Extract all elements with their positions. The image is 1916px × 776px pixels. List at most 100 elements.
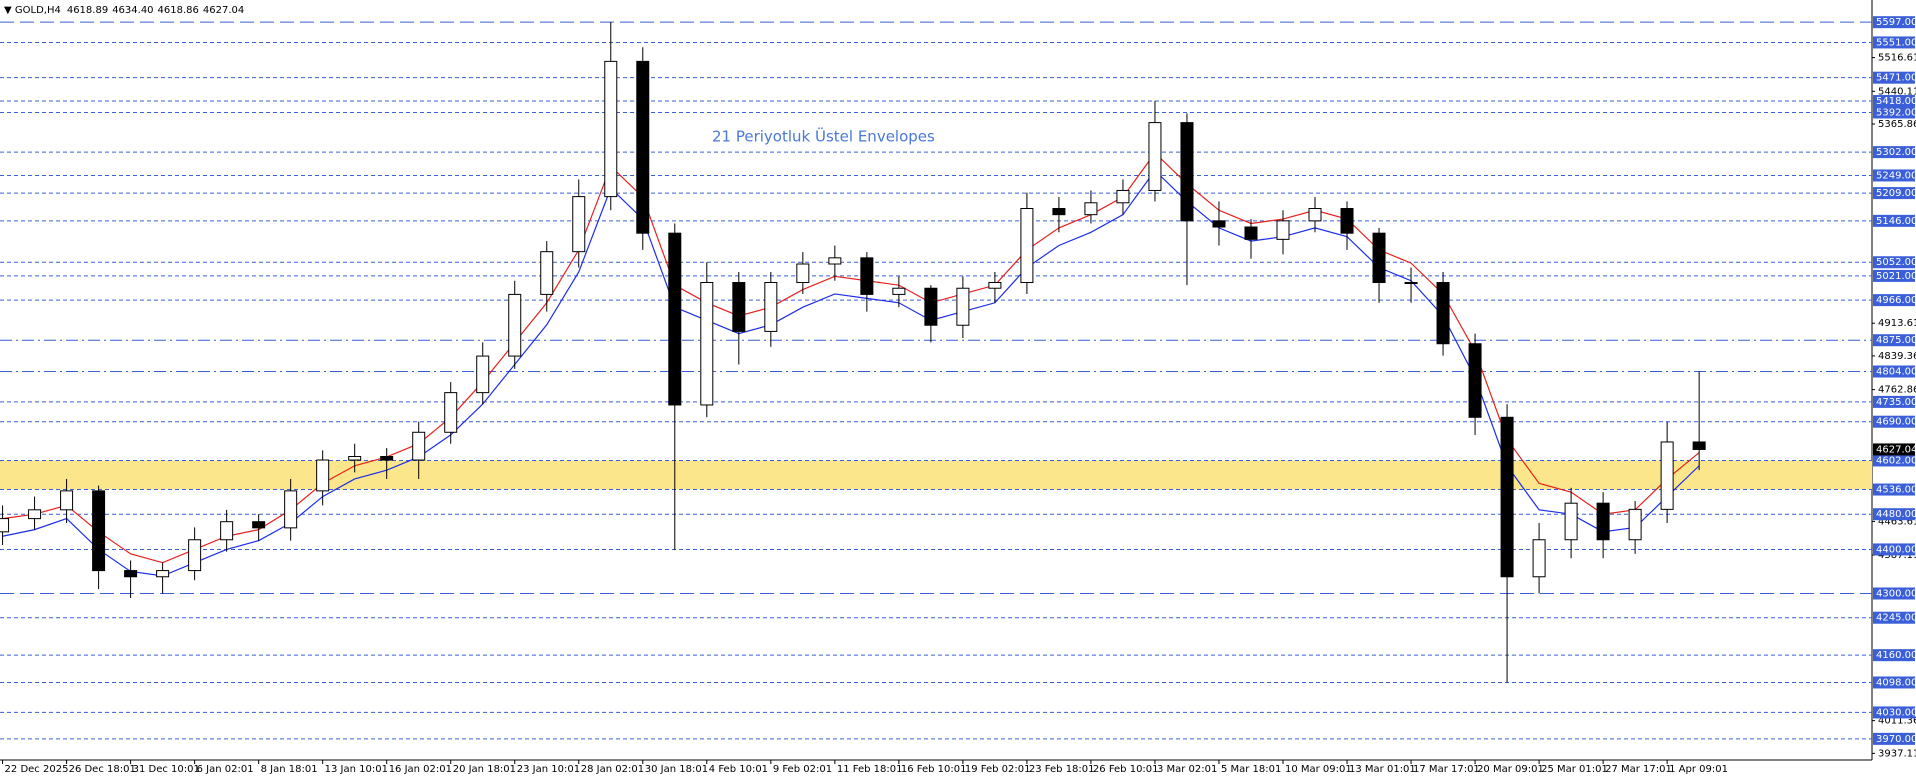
candle-body (1500, 416, 1514, 578)
candle-body (1084, 202, 1098, 216)
candle-body (316, 459, 330, 492)
candle-body (220, 521, 234, 541)
level-label-box (1873, 294, 1915, 307)
x-tick-label: 31 Dec 10:01 (133, 764, 200, 775)
level-label: 5146.00 (1876, 216, 1916, 227)
level-label-box (1873, 454, 1915, 467)
level-label: 4602.00 (1876, 455, 1916, 466)
level-label-box (1873, 334, 1915, 347)
y-tick-label: 4839.36 (1878, 351, 1916, 362)
candle-body (988, 282, 1002, 289)
level-label: 4735.00 (1876, 397, 1916, 408)
level-label-box (1873, 483, 1915, 496)
current-price-box (1873, 443, 1915, 456)
y-tick-label: 4387.11 (1878, 550, 1916, 561)
candle-body (700, 282, 714, 406)
level-label: 5471.00 (1876, 73, 1916, 84)
level-label-box (1873, 169, 1915, 182)
level-label-box (1873, 732, 1915, 745)
y-tick-label: 3937.11 (1878, 748, 1916, 759)
candle-body (1692, 441, 1706, 450)
level-label: 4966.00 (1876, 295, 1916, 306)
candle-body (1564, 502, 1578, 541)
level-label: 3970.00 (1876, 734, 1916, 745)
level-label: 4480.00 (1876, 509, 1916, 520)
level-label: 5249.00 (1876, 170, 1916, 181)
candle-body (124, 570, 138, 578)
level-label-box (1873, 16, 1915, 29)
level-label-box (1873, 187, 1915, 200)
level-label-box (1873, 269, 1915, 282)
level-label: 4400.00 (1876, 544, 1916, 555)
candle-body (412, 431, 426, 461)
candle-body (1148, 122, 1162, 191)
candle-body (1596, 502, 1610, 541)
level-label: 5597.00 (1876, 17, 1916, 28)
level-label: 5209.00 (1876, 188, 1916, 199)
candle-body (1116, 189, 1130, 204)
x-tick-label: 6 Jan 02:01 (197, 764, 254, 775)
candle-body (1660, 441, 1674, 510)
level-label: 4300.00 (1876, 588, 1916, 599)
ohlc-high: 4634.40 (112, 5, 153, 16)
level-label-box (1873, 146, 1915, 159)
level-label-box (1873, 36, 1915, 49)
ohlc-low: 4618.86 (158, 5, 199, 16)
candle-body (252, 521, 266, 529)
candle-body (892, 287, 906, 295)
level-label: 4690.00 (1876, 417, 1916, 428)
level-label-box (1873, 256, 1915, 269)
candle-body (636, 60, 650, 234)
candle-body (1340, 208, 1354, 234)
x-tick-label: 16 Jan 02:01 (389, 764, 452, 775)
candle-body (1180, 122, 1194, 222)
level-label: 4875.00 (1876, 335, 1916, 346)
symbol: GOLD,H4 (15, 5, 61, 16)
x-tick-label: 23 Jan 10:01 (517, 764, 580, 775)
level-label-box (1873, 365, 1915, 378)
level-label-box (1873, 587, 1915, 600)
x-tick-label: 5 Mar 18:01 (1221, 764, 1281, 775)
level-label: 4030.00 (1876, 707, 1916, 718)
candle-body (572, 196, 586, 253)
level-label-box (1873, 106, 1915, 119)
candle-body (828, 257, 842, 265)
ohlc-open: 4618.89 (67, 5, 108, 16)
level-label: 5418.00 (1876, 96, 1916, 107)
candle-body (1436, 282, 1450, 345)
x-tick-label: 4 Feb 10:01 (709, 764, 768, 775)
y-tick-label: 4011.36 (1878, 716, 1916, 727)
candle-body (0, 518, 10, 533)
header: ▼ GOLD,H4 4618.89 4634.40 4618.86 4627.04 (4, 5, 244, 16)
candle-body (28, 509, 42, 520)
candle-body (1052, 208, 1066, 216)
ohlc-close: 4627.04 (203, 5, 244, 16)
candle-body (380, 456, 394, 461)
candle-body (1212, 220, 1226, 228)
level-label-box (1873, 611, 1915, 624)
x-tick-label: 20 Mar 09:01 (1477, 764, 1544, 775)
candle-body (508, 293, 522, 357)
candle-body (1628, 508, 1642, 541)
x-tick-label: 8 Jan 18:01 (261, 764, 318, 775)
candle-body (732, 282, 746, 332)
level-label-box (1873, 676, 1915, 689)
x-tick-label: 30 Jan 18:01 (645, 764, 708, 775)
level-label: 5052.00 (1876, 257, 1916, 268)
x-tick-label: 13 Jan 10:01 (325, 764, 388, 775)
y-tick-label: 4463.61 (1878, 516, 1916, 527)
candle-body (668, 232, 682, 406)
candle-body (1276, 220, 1290, 240)
level-label-box (1873, 543, 1915, 556)
x-tick-label: 28 Jan 02:01 (581, 764, 644, 775)
candle-body (796, 263, 810, 284)
candle-body (156, 570, 170, 578)
level-label-box (1873, 214, 1915, 227)
candle-body (956, 287, 970, 326)
annotation: 21 Periyotluk Üstel Envelopes (712, 127, 935, 146)
x-tick-label: 17 Mar 17:01 (1413, 764, 1480, 775)
x-tick-label: 13 Mar 01:01 (1349, 764, 1416, 775)
y-tick-label: 5365.86 (1878, 119, 1916, 130)
y-tick-label: 5516.61 (1878, 53, 1916, 64)
